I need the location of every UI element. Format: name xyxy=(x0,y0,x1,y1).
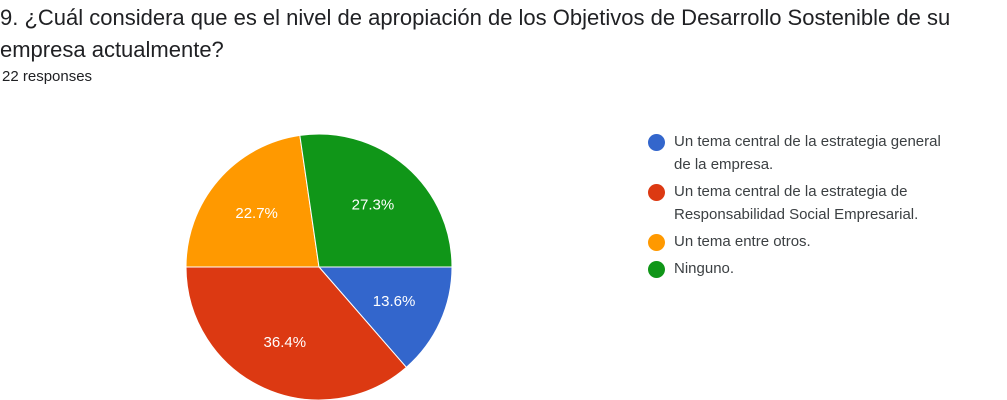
legend-label-cont: de la empresa. xyxy=(674,156,774,173)
legend-item-responsabilidad-social[interactable]: Un tema central de la estrategia de Resp… xyxy=(648,180,998,226)
legend-label: Un tema entre otros. xyxy=(674,233,811,250)
pie-slice-un-tema-central-de-la-estrateg[interactable] xyxy=(317,266,453,369)
response-count: 22 responses xyxy=(2,68,93,85)
pie-slice-ninguno[interactable] xyxy=(299,133,453,268)
legend-item-estrategia-general[interactable]: Un tema central de la estrategia general… xyxy=(648,130,998,176)
legend-swatch-orange xyxy=(648,234,665,251)
legend-label-cont: Responsabilidad Social Empresarial. xyxy=(674,206,919,223)
legend-item-tema-entre-otros[interactable]: Un tema entre otros. xyxy=(648,230,998,253)
legend-label: Un tema central de la estrategia general xyxy=(674,133,941,150)
chart-legend: Un tema central de la estrategia general… xyxy=(648,130,998,284)
pie-slice-un-tema-central-de-la-estrateg[interactable] xyxy=(185,266,408,400)
legend-swatch-green xyxy=(648,261,665,278)
legend-label: Ninguno. xyxy=(674,260,735,277)
legend-label: Un tema central de la estrategia de xyxy=(674,183,908,200)
pie-slice-label: 27.3% xyxy=(352,197,395,214)
pie-slice-label: 13.6% xyxy=(373,293,416,310)
question-title: 9. ¿Cuál considera que es el nivel de ap… xyxy=(0,2,1007,66)
pie-slice-label: 36.4% xyxy=(264,334,307,351)
legend-swatch-red xyxy=(648,184,665,201)
question-title-line-2: empresa actualmente? xyxy=(0,37,224,62)
pie-slice-label: 22.7% xyxy=(235,205,278,222)
question-title-line-1: 9. ¿Cuál considera que es el nivel de ap… xyxy=(0,5,951,30)
pie-slice-un-tema-entre-otros[interactable] xyxy=(185,134,320,268)
legend-item-ninguno[interactable]: Ninguno. xyxy=(648,257,998,280)
legend-swatch-blue xyxy=(648,134,665,151)
